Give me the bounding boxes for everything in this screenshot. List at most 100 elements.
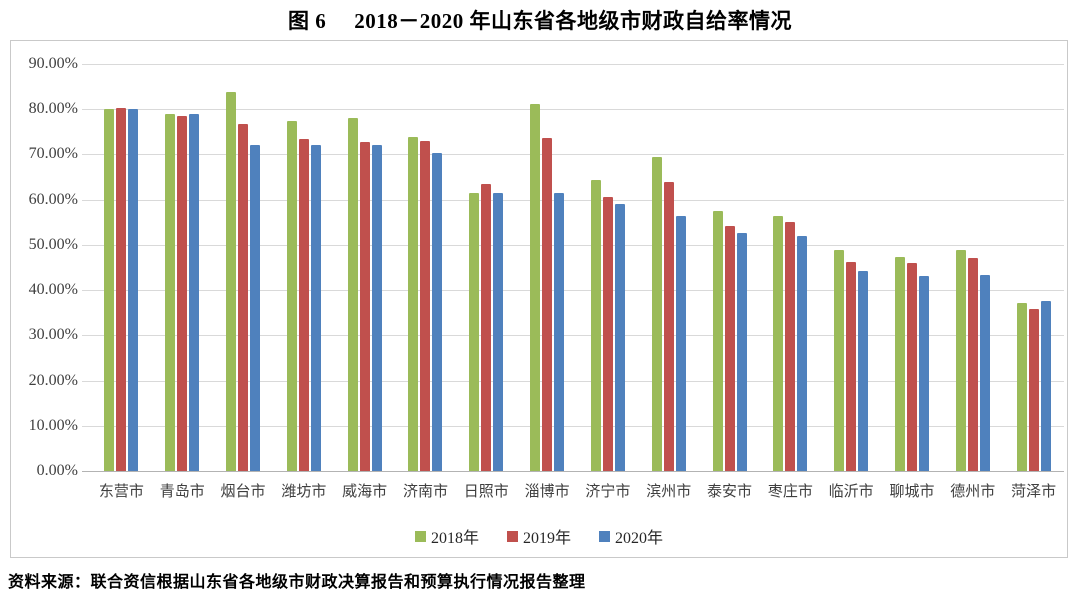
bar-2019年-聊城市 [906,263,917,471]
bar-2018年-滨州市 [651,156,662,471]
bar-2020年-聊城市 [918,275,929,471]
legend-swatch-icon [414,530,426,542]
bar-2019年-青岛市 [177,115,188,471]
bar-2019年-东营市 [116,107,127,471]
y-tick-label-60: 60.00% [28,191,78,208]
bar-group-5 [334,64,395,471]
chart-title: 图 6 2018－2020 年山东省各地级市财政自给率情况 [0,5,1080,35]
bar-2020年-滨州市 [675,215,686,471]
bar-group-13 [821,64,882,471]
legend-item-2019年: 2019年 [506,524,571,548]
y-tick-label-70: 70.00% [28,145,78,162]
bar-2018年-菏泽市 [1016,302,1027,471]
y-tick-label-50: 50.00% [28,236,78,253]
bar-2018年-青岛市 [165,114,176,471]
gridline-60 [82,200,1064,201]
gridline-10 [82,426,1064,427]
figure-number: 图 6 [288,9,327,33]
legend-item-2020年: 2020年 [599,524,663,548]
bar-2020年-临沂市 [858,271,869,471]
y-tick-label-40: 40.00% [28,281,78,298]
bar-2020年-淄博市 [554,193,565,471]
bar-group-4 [273,64,334,471]
bar-2019年-济宁市 [602,196,613,471]
y-tick-label-80: 80.00% [28,100,78,117]
bar-group-14 [882,64,943,471]
bar-2019年-济南市 [420,140,431,471]
x-label-淄博市: 淄博市 [524,484,570,500]
gridline-80 [82,109,1064,110]
bar-2018年-临沂市 [834,250,845,471]
legend-label: 2018年 [430,530,479,547]
bar-2019年-日照市 [481,183,492,471]
x-label-泰安市: 泰安市 [707,484,753,500]
bar-2019年-淄博市 [542,138,553,471]
x-label-青岛市: 青岛市 [159,484,205,500]
gridline-30 [82,335,1064,336]
x-label-日照市: 日照市 [463,484,509,500]
bar-2018年-济宁市 [590,180,601,471]
bar-group-2 [152,64,213,471]
bar-2020年-泰安市 [736,233,747,471]
bar-2020年-青岛市 [189,114,200,471]
legend-swatch-icon [599,530,610,542]
bar-2018年-泰安市 [712,211,723,471]
y-axis-labels: 0.00% 10.00% 20.00% 30.00% 40.00% 50.00% 60.00… [8,55,78,479]
x-label-东营市: 东营市 [98,484,144,500]
bar-2020年-济宁市 [614,204,625,471]
legend: 2018年 2019年 2020年 [11,524,1067,548]
bar-2018年-烟台市 [226,91,237,471]
bar-group-9 [578,64,639,471]
bar-2019年-滨州市 [663,181,674,471]
x-label-菏泽市: 菏泽市 [1011,484,1057,500]
bar-2018年-东营市 [104,109,115,471]
bar-2019年-烟台市 [238,124,249,471]
bar-group-11 [699,64,760,471]
bar-2018年-枣庄市 [773,215,784,471]
bar-2020年-济南市 [432,153,443,471]
bar-group-12 [760,64,821,471]
bar-2020年-菏泽市 [1040,300,1051,471]
bar-group-7 [456,64,517,471]
bar-group-16 [1003,64,1064,471]
x-label-济南市: 济南市 [402,484,448,500]
bar-2019年-潍坊市 [298,139,309,471]
legend-label: 2020年 [615,530,664,547]
bar-2020年-烟台市 [250,145,261,471]
bar-2019年-泰安市 [724,226,735,471]
bar-group-15 [942,64,1003,471]
bar-2019年-威海市 [359,141,370,471]
bar-group-6 [395,64,456,471]
bar-2019年-菏泽市 [1028,308,1039,471]
bar-2020年-潍坊市 [310,145,321,471]
bar-2020年-日照市 [493,192,504,471]
bar-2020年-枣庄市 [797,236,808,471]
source-note: 资料来源：联合资信根据山东省各地级市财政决算报告和预算执行情况报告整理 [8,574,586,591]
legend-swatch-icon [506,530,518,542]
bar-2020年-威海市 [371,145,382,471]
bar-2018年-聊城市 [894,257,905,471]
gridline-20 [82,381,1064,382]
y-tick-label-90: 90.00% [28,55,78,72]
gridline-50 [82,245,1064,246]
bar-group-3 [213,64,274,471]
x-label-聊城市: 聊城市 [889,484,935,500]
x-label-枣庄市: 枣庄市 [767,484,813,500]
bar-group-1 [91,64,152,471]
x-axis-line [82,471,1064,472]
chart-title-text: 2018－2020 年山东省各地级市财政自给率情况 [354,9,792,33]
bar-group-8 [517,64,578,471]
x-label-德州市: 德州市 [950,484,996,500]
bar-group-10 [638,64,699,471]
y-tick-label-0: 0.00% [36,462,78,479]
bar-2020年-东营市 [128,108,139,471]
x-label-威海市: 威海市 [342,484,388,500]
bar-2019年-德州市 [967,258,978,471]
y-tick-label-20: 20.00% [28,372,78,389]
bar-2019年-临沂市 [846,261,857,471]
x-label-济宁市: 济宁市 [585,484,631,500]
y-tick-label-30: 30.00% [28,326,78,343]
bars-layer [91,64,1064,471]
x-label-临沂市: 临沂市 [828,484,874,500]
